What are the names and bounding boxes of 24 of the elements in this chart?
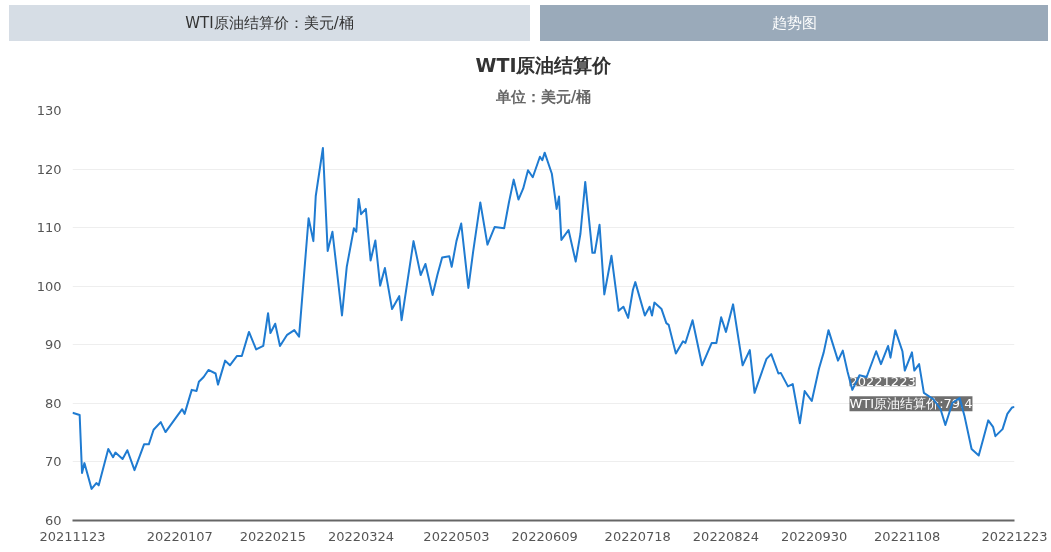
y-tick-label: 70 <box>44 454 62 470</box>
x-tick-label: 20220824 <box>692 528 760 544</box>
x-tick-label: 20220930 <box>781 528 848 544</box>
x-tick-label: 20220107 <box>146 528 213 544</box>
y-tick-label: 100 <box>36 278 62 294</box>
x-tick-label: 20220718 <box>604 528 671 544</box>
x-tick-label: 20220609 <box>511 528 578 544</box>
x-tick-label: 20220503 <box>423 528 490 544</box>
y-tick-label: 120 <box>36 161 62 177</box>
y-tick-label: 60 <box>44 513 62 528</box>
x-tick-label: 20211123 <box>39 528 106 544</box>
chart-subtitle: 单位：美元/桶 <box>494 87 592 106</box>
x-tick-label: 20220215 <box>239 528 306 544</box>
y-tick-label: 110 <box>36 220 62 236</box>
y-tick-label: 80 <box>44 395 62 411</box>
y-tick-label: 90 <box>44 337 62 353</box>
x-tick-label: 20220324 <box>327 528 395 544</box>
chart-title: WTI原油结算价 <box>475 53 613 76</box>
x-tick-label: 20221223 <box>981 528 1048 544</box>
text: 趋势图 <box>771 13 817 34</box>
x-tick-label: 20221108 <box>874 528 941 544</box>
y-tick-label: 130 <box>36 103 62 118</box>
line-series <box>72 146 1015 490</box>
text: WTI原油结算价：美元/桶 <box>185 13 354 34</box>
